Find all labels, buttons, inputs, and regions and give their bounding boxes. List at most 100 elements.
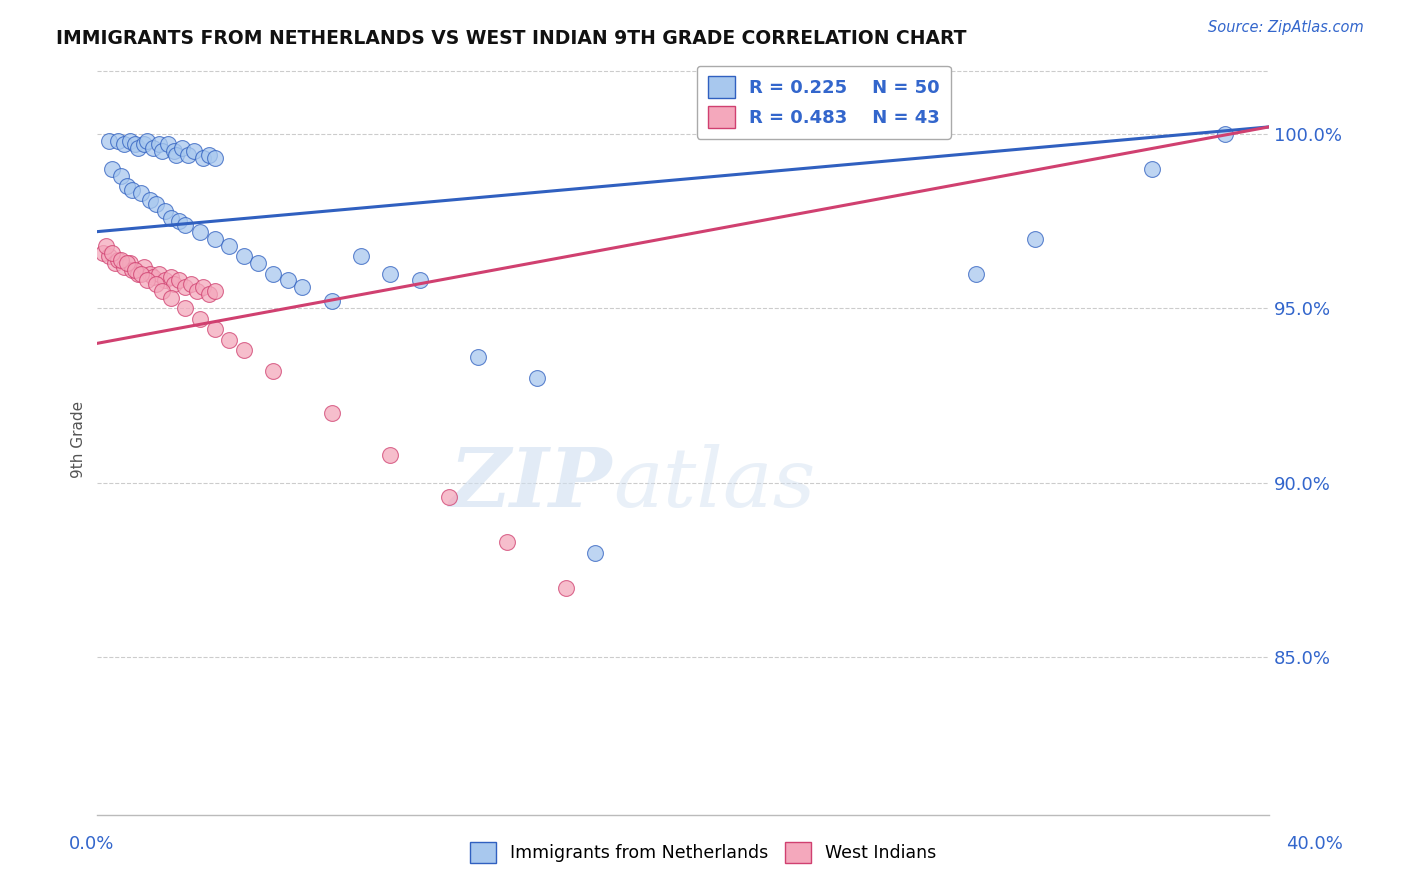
Point xyxy=(150,284,173,298)
Point xyxy=(191,280,214,294)
Point xyxy=(107,252,129,267)
Point xyxy=(197,148,219,162)
Point xyxy=(277,273,299,287)
Point xyxy=(124,137,146,152)
Point xyxy=(121,183,143,197)
Y-axis label: 9th Grade: 9th Grade xyxy=(72,401,86,478)
Point xyxy=(1140,161,1163,176)
Point xyxy=(153,203,176,218)
Point xyxy=(583,546,606,560)
Point xyxy=(204,151,226,165)
Point xyxy=(112,137,135,152)
Point xyxy=(174,301,197,316)
Point xyxy=(169,214,191,228)
Point xyxy=(150,145,173,159)
Point xyxy=(1024,231,1046,245)
Point xyxy=(218,238,240,252)
Point xyxy=(115,256,138,270)
Point xyxy=(148,267,170,281)
Point xyxy=(110,169,132,183)
Point xyxy=(262,267,284,281)
Point xyxy=(172,141,194,155)
Point xyxy=(145,196,167,211)
Point xyxy=(232,343,254,358)
Legend: R = 0.225    N = 50, R = 0.483    N = 43: R = 0.225 N = 50, R = 0.483 N = 43 xyxy=(697,66,950,138)
Point xyxy=(145,277,167,291)
Point xyxy=(129,186,152,201)
Point xyxy=(136,134,159,148)
Text: IMMIGRANTS FROM NETHERLANDS VS WEST INDIAN 9TH GRADE CORRELATION CHART: IMMIGRANTS FROM NETHERLANDS VS WEST INDI… xyxy=(56,29,967,47)
Point xyxy=(98,249,121,263)
Point xyxy=(555,581,578,595)
Point xyxy=(112,260,135,274)
Point xyxy=(115,179,138,194)
Point xyxy=(188,225,211,239)
Point xyxy=(169,273,191,287)
Point xyxy=(142,141,165,155)
Point xyxy=(159,270,181,285)
Point xyxy=(124,263,146,277)
Point xyxy=(232,249,254,263)
Point xyxy=(291,280,314,294)
Text: atlas: atlas xyxy=(613,444,815,524)
Point xyxy=(350,249,373,263)
Point xyxy=(174,280,197,294)
Text: 0.0%: 0.0% xyxy=(69,835,114,853)
Point xyxy=(101,245,124,260)
Point xyxy=(496,535,519,549)
Point xyxy=(204,231,226,245)
Point xyxy=(159,211,181,225)
Point xyxy=(437,490,460,504)
Point xyxy=(104,256,127,270)
Point xyxy=(136,273,159,287)
Point xyxy=(121,263,143,277)
Point xyxy=(321,406,343,420)
Point xyxy=(204,322,226,336)
Point xyxy=(467,351,489,365)
Point xyxy=(162,277,184,291)
Point xyxy=(191,151,214,165)
Point xyxy=(162,145,184,159)
Point xyxy=(110,252,132,267)
Point xyxy=(142,270,165,285)
Point xyxy=(218,333,240,347)
Text: ZIP: ZIP xyxy=(450,444,613,524)
Point xyxy=(153,273,176,287)
Point xyxy=(91,245,114,260)
Point xyxy=(98,134,121,148)
Point xyxy=(321,294,343,309)
Point xyxy=(204,284,226,298)
Point xyxy=(134,260,156,274)
Point xyxy=(380,267,402,281)
Point xyxy=(177,148,200,162)
Point xyxy=(183,145,205,159)
Point xyxy=(127,267,149,281)
Point xyxy=(139,193,162,207)
Point xyxy=(156,137,179,152)
Point xyxy=(101,161,124,176)
Point xyxy=(134,137,156,152)
Point xyxy=(118,134,141,148)
Point xyxy=(380,448,402,462)
Point xyxy=(174,218,197,232)
Point xyxy=(408,273,430,287)
Point xyxy=(165,148,187,162)
Point xyxy=(262,364,284,378)
Point xyxy=(247,256,270,270)
Point xyxy=(526,371,548,385)
Point xyxy=(1213,127,1236,141)
Point xyxy=(965,267,987,281)
Point xyxy=(107,134,129,148)
Point xyxy=(148,137,170,152)
Point xyxy=(188,311,211,326)
Point xyxy=(197,287,219,301)
Point xyxy=(139,267,162,281)
Legend: Immigrants from Netherlands, West Indians: Immigrants from Netherlands, West Indian… xyxy=(463,835,943,870)
Point xyxy=(129,267,152,281)
Text: 40.0%: 40.0% xyxy=(1286,835,1343,853)
Point xyxy=(127,141,149,155)
Point xyxy=(118,256,141,270)
Text: Source: ZipAtlas.com: Source: ZipAtlas.com xyxy=(1208,20,1364,35)
Point xyxy=(94,238,117,252)
Point xyxy=(159,291,181,305)
